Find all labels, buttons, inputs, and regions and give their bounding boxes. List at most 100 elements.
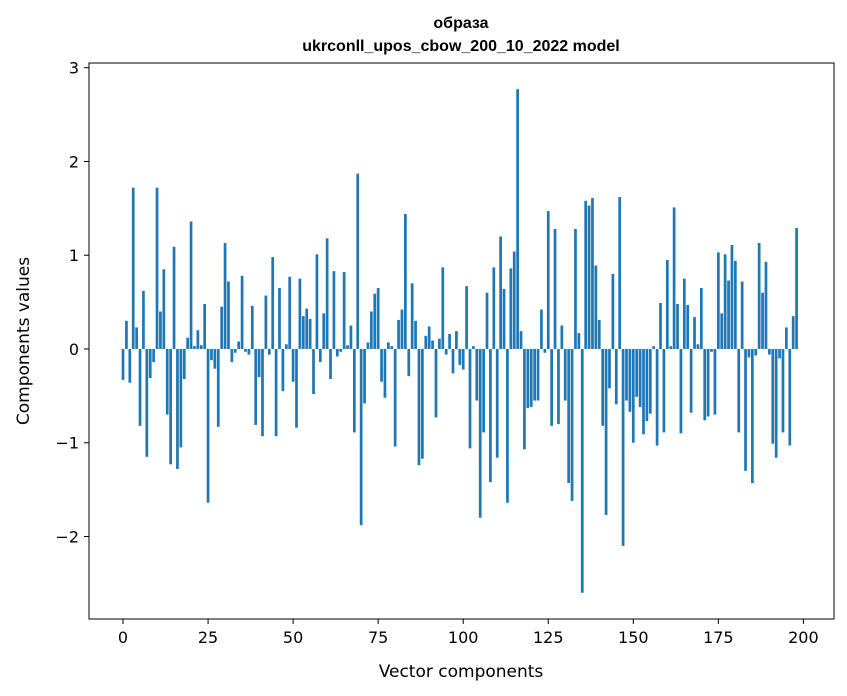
bar-35 (240, 275, 244, 349)
bar-76 (380, 348, 383, 382)
bar-177 (723, 254, 727, 349)
bar-39 (254, 348, 258, 425)
bars-group (121, 89, 798, 593)
bar-52 (298, 278, 302, 349)
bar-131 (567, 348, 571, 484)
bar-123 (540, 309, 543, 349)
bar-181 (737, 348, 741, 433)
bar-89 (424, 335, 428, 349)
bar-38 (250, 305, 254, 349)
bar-6 (142, 290, 145, 349)
bar-164 (679, 348, 683, 434)
bar-24 (203, 303, 207, 349)
bar-94 (441, 267, 445, 349)
bar-167 (689, 348, 693, 413)
bar-140 (597, 319, 601, 349)
bar-112 (502, 288, 506, 349)
y-axis-label: Components values (14, 257, 34, 425)
bar-113 (506, 348, 509, 503)
bar-82 (400, 309, 404, 349)
bar-107 (485, 292, 489, 349)
bar-66 (346, 345, 349, 349)
bar-37 (247, 348, 251, 355)
bar-116 (516, 89, 519, 349)
bar-163 (676, 303, 679, 349)
bar-138 (591, 198, 594, 349)
bar-169 (696, 344, 700, 349)
bar-31 (227, 281, 230, 349)
bar-135 (580, 348, 584, 593)
bar-12 (162, 269, 166, 349)
bar-151 (635, 348, 639, 397)
bar-48 (284, 344, 288, 349)
bar-198 (795, 228, 798, 349)
bar-109 (492, 267, 496, 349)
bar-136 (584, 200, 588, 349)
bar-134 (577, 333, 581, 349)
chart-title: образа (433, 15, 488, 32)
bar-105 (478, 348, 482, 518)
bar-102 (468, 348, 472, 449)
bar-81 (397, 319, 400, 349)
bar-16 (176, 348, 179, 469)
bar-125 (546, 211, 550, 349)
bar-114 (509, 268, 513, 349)
bar-21 (193, 346, 196, 349)
bar-119 (526, 348, 530, 409)
bar-106 (482, 348, 485, 433)
bar-44 (271, 257, 275, 349)
bar-98 (455, 331, 458, 349)
bar-174 (713, 348, 717, 415)
bar-75 (376, 288, 380, 349)
bar-83 (404, 213, 407, 349)
bar-15 (172, 246, 176, 349)
bar-139 (594, 265, 598, 349)
bar-191 (771, 348, 775, 444)
bar-53 (301, 316, 305, 349)
bar-149 (628, 348, 632, 412)
bar-148 (625, 348, 628, 401)
bar-17 (179, 348, 183, 448)
bar-88 (421, 348, 424, 459)
bar-49 (288, 276, 292, 349)
x-tick-label: 75 (368, 628, 388, 647)
bar-101 (465, 286, 468, 349)
bar-7 (145, 348, 149, 457)
bar-196 (788, 348, 792, 446)
bar-42 (264, 295, 268, 349)
bar-93 (438, 338, 441, 349)
bar-171 (703, 348, 707, 421)
bar-10 (155, 187, 159, 349)
bar-161 (669, 346, 673, 349)
bar-40 (257, 348, 261, 378)
bar-18 (182, 348, 186, 379)
bar-142 (604, 348, 608, 515)
bar-158 (659, 303, 662, 349)
bar-46 (278, 288, 281, 349)
x-tick-label: 0 (118, 628, 128, 647)
bar-8 (148, 348, 152, 379)
bar-58 (318, 348, 322, 363)
x-tick-label: 175 (703, 628, 734, 647)
bar-194 (781, 348, 785, 433)
bar-122 (536, 348, 540, 401)
bar-180 (733, 260, 737, 349)
bar-50 (291, 348, 295, 382)
bar-28 (216, 348, 220, 427)
bar-190 (768, 348, 771, 355)
bar-86 (414, 320, 417, 349)
bar-195 (785, 327, 788, 349)
bar-65 (342, 272, 346, 349)
bar-51 (295, 348, 298, 428)
x-tick-label: 50 (283, 628, 303, 647)
bar-176 (720, 313, 724, 349)
bar-27 (213, 348, 217, 369)
bar-79 (390, 346, 394, 349)
bar-11 (159, 311, 162, 349)
bar-162 (672, 207, 676, 349)
bar-160 (665, 259, 669, 349)
x-tick-label: 125 (533, 628, 564, 647)
bar-14 (169, 348, 172, 465)
bar-57 (315, 254, 319, 349)
bar-129 (560, 325, 564, 349)
